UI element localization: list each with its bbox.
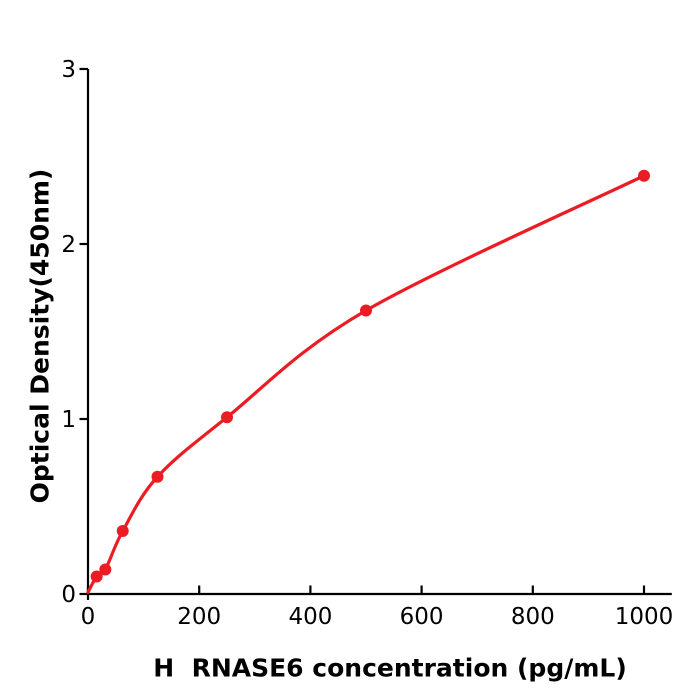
data-point: [99, 563, 112, 576]
y-axis-title: Optical Density(450nm): [25, 168, 55, 504]
x-tick-label: 800: [511, 604, 555, 630]
x-tick-label: 400: [288, 604, 332, 630]
data-point: [90, 570, 103, 583]
x-axis-title: H RNASE6 concentration (pg/mL): [153, 653, 627, 683]
data-point: [151, 470, 164, 483]
y-tick-label: 1: [61, 407, 76, 433]
x-tick-label: 600: [400, 604, 444, 630]
x-tick-label: 0: [81, 604, 96, 630]
data-point: [116, 525, 129, 537]
y-tick-label: 0: [61, 582, 76, 608]
data-point: [221, 411, 233, 424]
fit-curve: [86, 174, 646, 594]
data-point: [638, 169, 650, 182]
y-tick-label: 3: [61, 57, 76, 83]
data-point: [360, 304, 372, 317]
x-tick-label: 1000: [615, 604, 674, 630]
x-tick-label: 200: [177, 604, 221, 630]
y-tick-label: 2: [61, 232, 76, 258]
